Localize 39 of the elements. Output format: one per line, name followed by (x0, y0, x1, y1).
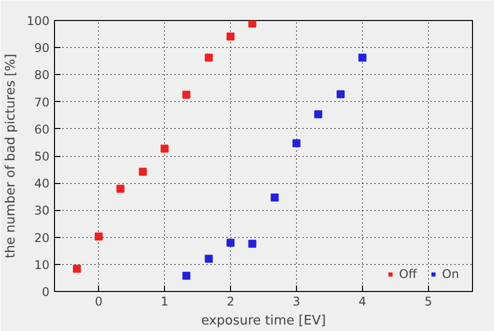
legend-label: Off (399, 267, 418, 281)
point (204, 254, 213, 263)
y-axis-title: the number of bad pictures [%] (4, 54, 19, 258)
point (248, 240, 256, 248)
x-axis-title: exposure time [EV] (201, 314, 326, 328)
y-tick-label: 40 (34, 176, 50, 191)
point (226, 32, 235, 40)
x-tick-label: 0 (94, 294, 102, 308)
legend-label: On (442, 267, 460, 281)
y-tick-label: 80 (34, 68, 50, 82)
point (336, 90, 345, 98)
y-tick-label: 70 (34, 95, 50, 110)
point (226, 238, 235, 247)
point (72, 264, 81, 273)
point (138, 168, 147, 176)
point (94, 232, 103, 240)
y-tick-label: 100 (26, 14, 50, 28)
point (248, 20, 256, 28)
y-tick-label: 50 (34, 150, 50, 164)
point (182, 272, 190, 280)
point (160, 144, 169, 153)
x-tick-label: 3 (292, 294, 300, 308)
x-tick-label: 1 (160, 294, 168, 308)
x-tick-label: 5 (424, 294, 432, 308)
point (270, 193, 279, 202)
point (116, 184, 124, 193)
y-tick-label: 90 (34, 41, 50, 56)
x-tick-label: 4 (358, 294, 366, 308)
point (182, 90, 190, 99)
y-tick-label: 30 (34, 204, 50, 218)
y-tick-label: 60 (34, 122, 50, 136)
point (204, 54, 213, 62)
y-tick-label: 10 (34, 258, 50, 272)
point (292, 139, 300, 148)
y-tick-label: 0 (42, 285, 50, 299)
x-tick-label: 2 (226, 294, 234, 308)
point (358, 54, 366, 62)
y-tick-label: 20 (34, 230, 50, 245)
point (314, 110, 322, 118)
